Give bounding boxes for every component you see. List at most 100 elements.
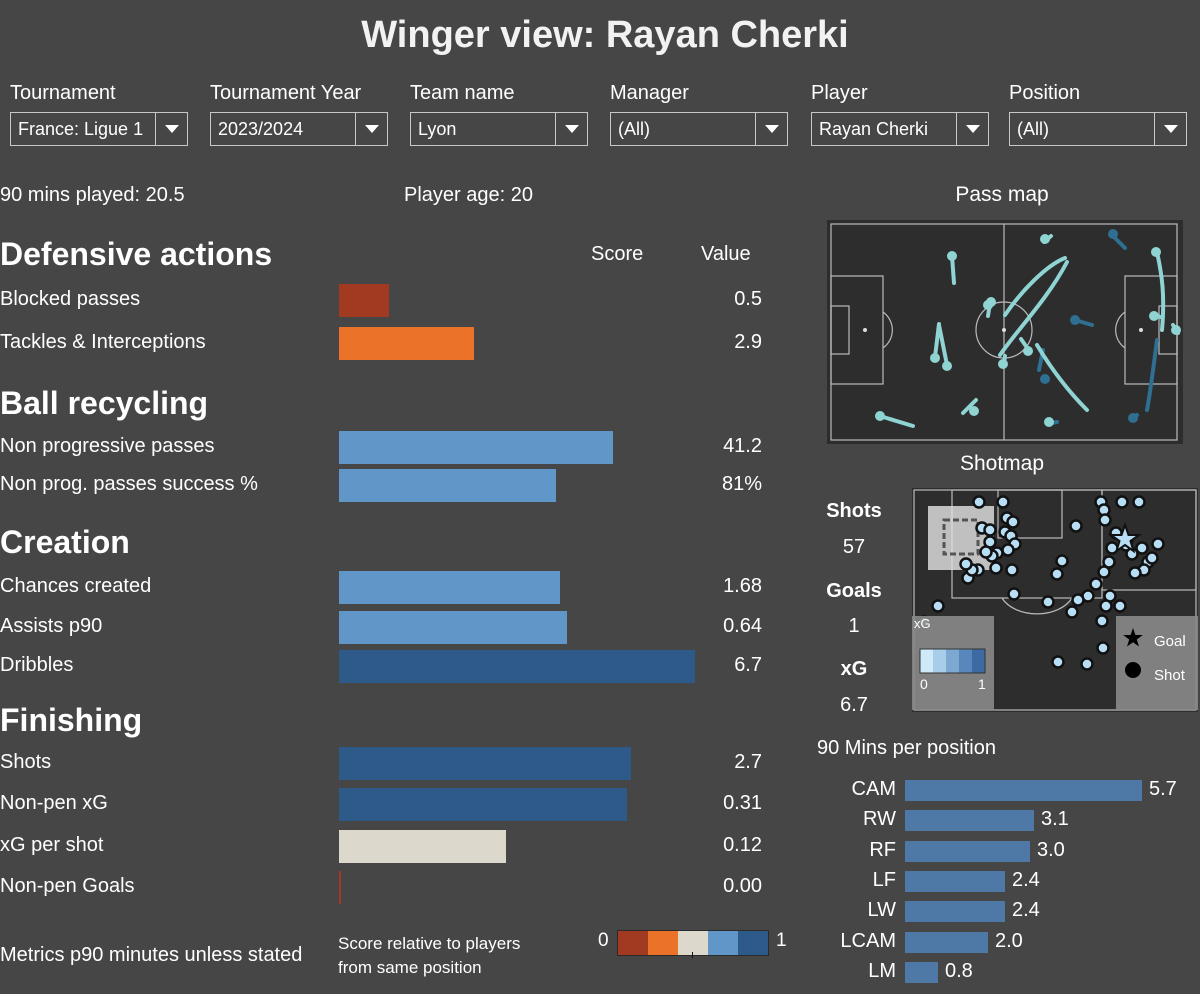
position-label: RF (869, 838, 896, 861)
pass-line (1003, 256, 1067, 317)
shot-marker (931, 599, 945, 613)
left-six-yard-box (830, 305, 850, 355)
shot-marker (1065, 605, 1079, 619)
metric-value: 0.00 (723, 875, 762, 897)
metric-label: Non progressive passes (0, 435, 215, 457)
position-bar (905, 840, 1030, 862)
metric-value: 2.7 (734, 751, 762, 773)
xg-swatch-5 (972, 649, 985, 673)
shot-marker (1097, 565, 1111, 579)
chevron-down-icon[interactable] (1154, 113, 1186, 145)
metric-label: Tackles & Interceptions (0, 331, 206, 353)
legend-max: 1 (776, 930, 787, 951)
xg-gradient-border (919, 648, 986, 674)
score-bar (339, 871, 341, 904)
pass-line (933, 322, 941, 359)
filter-dropdown[interactable]: Rayan Cherki (811, 112, 989, 146)
left-penalty-arc (882, 311, 893, 349)
pass-start-dot (930, 353, 940, 363)
position-bar (905, 780, 1142, 801)
footnote: Metrics p90 minutes unless stated (0, 944, 303, 966)
filter-dropdown[interactable]: Lyon (410, 112, 588, 146)
metric-value: 41.2 (723, 435, 762, 457)
chevron-down-icon[interactable] (155, 113, 187, 145)
pass-arrows (875, 229, 1181, 428)
goals-label: Goals (826, 580, 882, 602)
shot-marker (1071, 593, 1085, 607)
mins-played: 90 mins played: 20.5 (0, 184, 185, 206)
metric-label: Chances created (0, 575, 152, 597)
section-title: Creation (0, 524, 130, 560)
metric-label: Shots (0, 751, 52, 773)
shot-marker (1007, 587, 1021, 601)
shotmap-six-yard-box (997, 489, 1063, 539)
xg-gradient (919, 648, 986, 674)
shot-marker (1005, 563, 1019, 577)
filter-dropdown[interactable]: (All) (610, 112, 788, 146)
shot-marker (972, 495, 986, 509)
metric-label: Dribbles (0, 654, 74, 676)
position-label: LCAM (840, 929, 896, 952)
metric-value: 0.12 (723, 834, 762, 856)
position-value: 5.7 (1149, 778, 1177, 800)
filter-dropdown[interactable]: 2023/2024 (210, 112, 388, 146)
position-label: CAM (851, 778, 896, 800)
shot-marker (1041, 595, 1055, 609)
goals-value: 1 (848, 615, 860, 637)
xg-swatch-2 (933, 649, 946, 673)
legend-min: 0 (598, 930, 609, 951)
shot-marker (1095, 614, 1109, 628)
chevron-down-icon[interactable] (355, 113, 387, 145)
pass-line (878, 414, 915, 428)
pass-start-dot (1151, 247, 1161, 257)
shot-marker (979, 545, 993, 559)
filter-dropdown[interactable]: (All) (1009, 112, 1187, 146)
pass-start-dot (1070, 315, 1080, 325)
pass-map (827, 220, 1183, 444)
xg-swatch-3 (946, 649, 959, 673)
metric-value: 6.7 (734, 654, 762, 676)
shot-marker (1080, 657, 1094, 671)
xg-legend-min: 0 (920, 676, 928, 692)
metric-label: xG per shot (0, 834, 104, 856)
score-column-header: Score (591, 243, 644, 265)
shotmap: xG 0 1 Goal Shot (912, 488, 1198, 712)
pass-start-dot (1040, 374, 1050, 384)
shot-marker (1089, 577, 1103, 591)
shotmap-title: Shotmap (959, 452, 1045, 475)
metric-value: 0.64 (723, 615, 762, 637)
legend-swatch (738, 931, 768, 955)
pass-map-background (827, 220, 1183, 444)
goal-star-marker (1107, 521, 1143, 554)
goal-area-highlight (928, 506, 994, 570)
section-title: Defensive actions (0, 236, 273, 272)
shot-marker (1145, 551, 1159, 565)
pass-start-dot (1128, 413, 1138, 423)
position-label: LW (867, 899, 896, 922)
position-bar (905, 961, 938, 983)
chevron-down-icon[interactable] (755, 113, 787, 145)
score-color-legend (617, 930, 769, 956)
position-value: 3.0 (1037, 838, 1065, 861)
metric-label: Assists p90 (0, 615, 103, 637)
pass-start-dot (1044, 417, 1054, 427)
score-bar (339, 788, 627, 821)
filter-label: Manager (610, 82, 689, 104)
chevron-down-icon[interactable] (555, 113, 587, 145)
filter-value: (All) (1017, 119, 1049, 139)
shot-marker (983, 523, 997, 537)
page-title: Winger view: Rayan Cherki (361, 14, 849, 56)
filter-dropdown[interactable]: France: Ligue 1 (10, 112, 188, 146)
shot-marker (1115, 495, 1129, 509)
shots-label: Shots (826, 500, 882, 522)
filter-label: Position (1009, 82, 1081, 104)
position-label: LF (872, 868, 896, 891)
shot-marker (1050, 567, 1064, 581)
metric-value: 2.9 (734, 331, 762, 353)
shots-value: 57 (842, 536, 866, 558)
pass-start-dot (983, 300, 993, 310)
chevron-down-icon[interactable] (956, 113, 988, 145)
pass-start-dot (947, 251, 957, 261)
position-bar (905, 870, 1005, 892)
centre-spot (1002, 328, 1006, 332)
